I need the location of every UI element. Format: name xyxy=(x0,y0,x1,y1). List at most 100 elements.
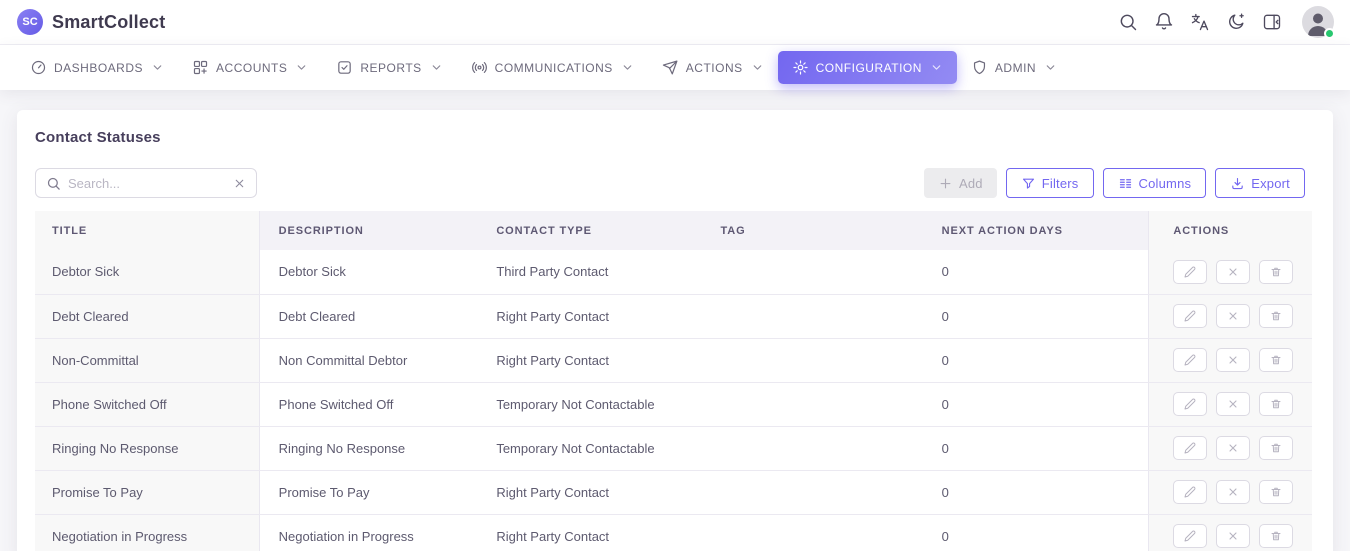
nav-item-configuration[interactable]: CONFIGURATION xyxy=(777,51,957,84)
cell-actions xyxy=(1148,426,1312,471)
delete-button[interactable] xyxy=(1259,259,1294,284)
x-icon xyxy=(1229,488,1237,496)
column-header-title[interactable]: TITLE xyxy=(35,211,260,250)
user-menu[interactable] xyxy=(1302,6,1335,39)
contact-statuses-table-wrap: TITLE DESCRIPTION CONTACT TYPE TAG NEXT … xyxy=(35,211,1312,551)
nav-label: ACTIONS xyxy=(685,60,743,75)
table-row: Promise To Pay Promise To Pay Right Part… xyxy=(35,470,1312,515)
deactivate-button[interactable] xyxy=(1216,392,1251,416)
nav-item-admin[interactable]: ADMIN xyxy=(957,51,1071,84)
nav-item-actions[interactable]: ACTIONS xyxy=(648,51,778,84)
edit-button[interactable] xyxy=(1173,436,1208,460)
cell-actions xyxy=(1148,338,1312,383)
filters-button[interactable]: Filters xyxy=(1005,168,1094,198)
row-actions xyxy=(1173,304,1306,328)
x-icon xyxy=(1229,400,1237,408)
export-button[interactable]: Export xyxy=(1215,168,1305,198)
chevron-down-icon xyxy=(298,65,306,70)
deactivate-button[interactable] xyxy=(1216,480,1251,504)
nav-label: CONFIGURATION xyxy=(815,60,922,75)
brand[interactable]: SC SmartCollect xyxy=(17,9,165,35)
delete-button[interactable] xyxy=(1259,392,1294,416)
table-row: Non-Committal Non Committal Debtor Right… xyxy=(35,338,1312,383)
cell-description: Phone Switched Off xyxy=(259,382,478,427)
columns-button[interactable]: Columns xyxy=(1102,168,1207,198)
deactivate-button[interactable] xyxy=(1216,524,1251,548)
cell-contact-type: Third Party Contact xyxy=(477,250,702,295)
delete-button[interactable] xyxy=(1259,436,1294,460)
row-actions xyxy=(1173,480,1306,504)
cell-tag xyxy=(701,514,923,551)
cell-title: Phone Switched Off xyxy=(35,382,260,427)
edit-button[interactable] xyxy=(1173,304,1208,328)
brand-logo-text: SC xyxy=(22,16,38,28)
nav-item-dashboards[interactable]: DASHBOARDS xyxy=(16,51,178,84)
table-toolbar: Add Filters Columns Export xyxy=(17,146,1333,205)
deactivate-button[interactable] xyxy=(1216,436,1251,460)
add-button[interactable]: Add xyxy=(923,168,997,198)
cell-title: Debt Cleared xyxy=(35,294,260,339)
translate-icon[interactable] xyxy=(1190,12,1210,32)
cell-title: Promise To Pay xyxy=(35,470,260,515)
page-title: Contact Statuses xyxy=(35,129,161,146)
chevron-down-icon xyxy=(753,65,761,70)
moon-icon[interactable] xyxy=(1226,12,1246,32)
pencil-icon xyxy=(1184,354,1196,366)
delete-button[interactable] xyxy=(1259,348,1294,372)
search-input[interactable] xyxy=(68,175,226,191)
cell-next-action-days: 0 xyxy=(922,294,1149,339)
row-actions xyxy=(1173,524,1306,548)
bell-icon[interactable] xyxy=(1154,12,1174,32)
header-actions xyxy=(1118,6,1335,39)
nav-label: COMMUNICATIONS xyxy=(494,60,613,75)
delete-button[interactable] xyxy=(1259,524,1294,548)
chevron-down-icon xyxy=(932,65,941,70)
cell-next-action-days: 0 xyxy=(922,338,1149,383)
cell-next-action-days: 0 xyxy=(922,514,1149,551)
contact-statuses-table: TITLE DESCRIPTION CONTACT TYPE TAG NEXT … xyxy=(35,211,1312,551)
edit-button[interactable] xyxy=(1173,392,1208,416)
deactivate-button[interactable] xyxy=(1216,304,1251,328)
nav-item-reports[interactable]: REPORTS xyxy=(322,51,456,84)
add-button-label: Add xyxy=(958,175,983,191)
toolbar-actions: Add Filters Columns Export xyxy=(923,168,1305,198)
person-icon xyxy=(1308,13,1328,36)
column-header-description[interactable]: DESCRIPTION xyxy=(259,211,478,250)
sidebar-toggle-icon[interactable] xyxy=(1262,12,1282,32)
pencil-icon xyxy=(1184,398,1196,410)
table-row: Debtor Sick Debtor Sick Third Party Cont… xyxy=(35,250,1312,295)
delete-button[interactable] xyxy=(1259,304,1294,328)
nav-label: ADMIN xyxy=(994,60,1037,75)
column-header-next-action-days[interactable]: NEXT ACTION DAYS xyxy=(922,211,1149,250)
column-header-tag[interactable]: TAG xyxy=(701,211,923,250)
cell-actions xyxy=(1148,382,1312,427)
nav-item-accounts[interactable]: ACCOUNTS xyxy=(178,51,322,84)
cell-tag xyxy=(701,338,923,383)
report-check-icon xyxy=(338,61,352,74)
x-icon xyxy=(1229,268,1237,276)
shield-icon xyxy=(973,60,985,75)
table-row: Negotiation in Progress Negotiation in P… xyxy=(35,514,1312,551)
gear-icon xyxy=(793,60,808,75)
clear-search-icon[interactable] xyxy=(233,177,246,190)
nav-item-communications[interactable]: COMMUNICATIONS xyxy=(457,51,648,84)
trash-icon xyxy=(1271,311,1281,321)
cell-description: Ringing No Response xyxy=(259,426,478,471)
table-row: Ringing No Response Ringing No Response … xyxy=(35,426,1312,471)
row-actions xyxy=(1173,436,1306,460)
table-header-row: TITLE DESCRIPTION CONTACT TYPE TAG NEXT … xyxy=(35,211,1312,250)
edit-button[interactable] xyxy=(1173,480,1208,504)
column-header-contact-type[interactable]: CONTACT TYPE xyxy=(477,211,702,250)
search-icon xyxy=(47,177,60,190)
deactivate-button[interactable] xyxy=(1216,259,1251,284)
edit-button[interactable] xyxy=(1173,524,1208,548)
delete-button[interactable] xyxy=(1259,480,1294,504)
search-icon[interactable] xyxy=(1118,12,1138,32)
cell-contact-type: Right Party Contact xyxy=(477,338,702,383)
deactivate-button[interactable] xyxy=(1216,348,1251,372)
trash-icon xyxy=(1271,487,1281,497)
cell-next-action-days: 0 xyxy=(922,470,1149,515)
edit-button[interactable] xyxy=(1173,348,1208,372)
edit-button[interactable] xyxy=(1173,259,1208,284)
pencil-icon xyxy=(1184,530,1196,542)
